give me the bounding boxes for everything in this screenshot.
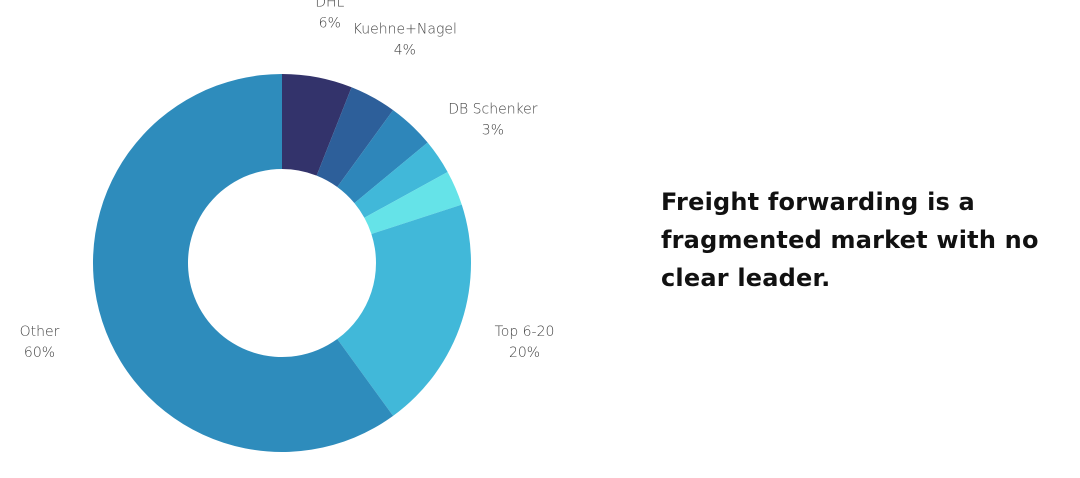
donut-chart: DHL 6% Kuehne+Nagel 4% DB Schenker 3% Top 6-20… [20, 0, 555, 452]
slice-label-value: 4% [394, 43, 416, 59]
slice-label-name: DB Schenker [448, 102, 538, 118]
slice-labels: DHL 6% Kuehne+Nagel 4% DB Schenker 3% Top 6-20… [20, 0, 555, 361]
slice-label-name: DHL [315, 0, 344, 11]
slice-label-value: 6% [319, 16, 341, 32]
slice-label-1: Kuehne+Nagel 4% [353, 22, 457, 59]
slice-label-value: 60% [24, 345, 55, 361]
headline-line-3: clear leader. [661, 264, 831, 292]
slice-1 [316, 87, 394, 187]
slice-label-5: Top 6-20 20% [495, 324, 555, 361]
slice-label-name: Other [20, 324, 60, 340]
slice-label-6: Other 60% [20, 324, 60, 361]
slice-label-value: 3% [482, 123, 504, 139]
slice-5 [337, 204, 471, 416]
slice-2 [337, 110, 428, 204]
headline-line-1: Freight forwarding is a [661, 188, 975, 216]
slice-label-0: DHL 6% [315, 0, 344, 32]
slice-label-value: 20% [509, 345, 540, 361]
donut-slices [92, 74, 471, 452]
slice-0 [282, 74, 352, 176]
slice-3 [354, 142, 448, 218]
slice-6 [92, 74, 394, 452]
headline: Freight forwarding is a fragmented marke… [661, 183, 1061, 297]
headline-line-2: fragmented market with no [661, 226, 1039, 254]
slice-label-3: DB Schenker 3% [448, 102, 538, 139]
slice-label-name: Top 6-20 [495, 324, 555, 340]
slice-4 [364, 171, 462, 234]
slice-label-name: Kuehne+Nagel [353, 22, 457, 38]
